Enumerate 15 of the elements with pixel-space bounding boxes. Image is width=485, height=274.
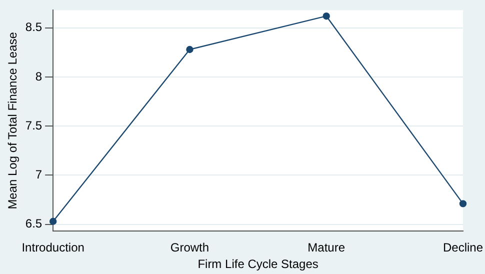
point <box>49 218 57 225</box>
y-axis-title: Mean Log of Total Finance Lease <box>6 32 20 210</box>
x-tick-label: Decline <box>442 240 484 255</box>
y-tick-label: 8.5 <box>25 20 42 34</box>
point <box>459 200 467 208</box>
x-axis-title: Firm Life Cycle Stages <box>198 257 318 272</box>
y-tick-label: 7.5 <box>25 118 42 132</box>
y-tick-label: 7 <box>35 168 42 182</box>
x-tick-label: Mature <box>308 240 346 255</box>
y-tick-label: 8 <box>35 69 42 84</box>
y-tick-label: 6.5 <box>25 216 42 231</box>
x-tick-label: Introduction <box>22 240 84 255</box>
point <box>322 12 330 20</box>
x-tick-label: Growth <box>170 240 210 255</box>
point <box>186 46 194 54</box>
